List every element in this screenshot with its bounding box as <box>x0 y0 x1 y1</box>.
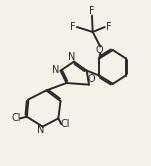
Text: Cl: Cl <box>12 113 21 123</box>
Text: O: O <box>88 74 95 83</box>
Text: Cl: Cl <box>60 119 70 129</box>
Text: O: O <box>96 45 103 55</box>
Text: N: N <box>68 52 75 62</box>
Text: F: F <box>106 22 111 32</box>
Text: F: F <box>89 6 95 16</box>
Text: N: N <box>52 65 59 75</box>
Text: F: F <box>70 22 76 32</box>
Text: N: N <box>37 125 45 135</box>
